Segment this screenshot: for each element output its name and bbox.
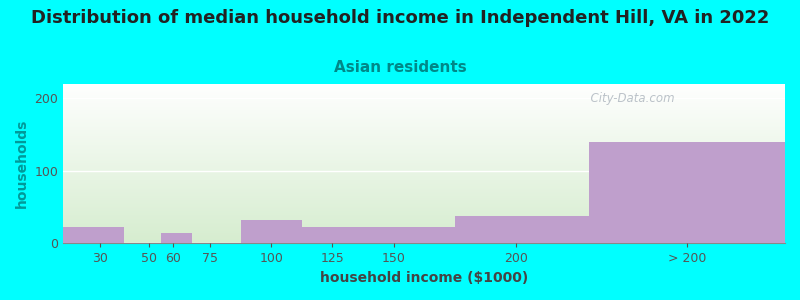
Text: Asian residents: Asian residents (334, 60, 466, 75)
Y-axis label: households: households (15, 119, 29, 208)
Bar (363, 227, 454, 243)
Text: City-Data.com: City-Data.com (583, 92, 674, 105)
X-axis label: household income ($1000): household income ($1000) (320, 271, 528, 285)
Bar (241, 220, 302, 243)
Text: Distribution of median household income in Independent Hill, VA in 2022: Distribution of median household income … (31, 9, 769, 27)
Bar (161, 232, 192, 243)
Bar (302, 227, 363, 243)
Bar (454, 216, 590, 243)
Bar (590, 142, 785, 243)
Bar (63, 227, 125, 243)
